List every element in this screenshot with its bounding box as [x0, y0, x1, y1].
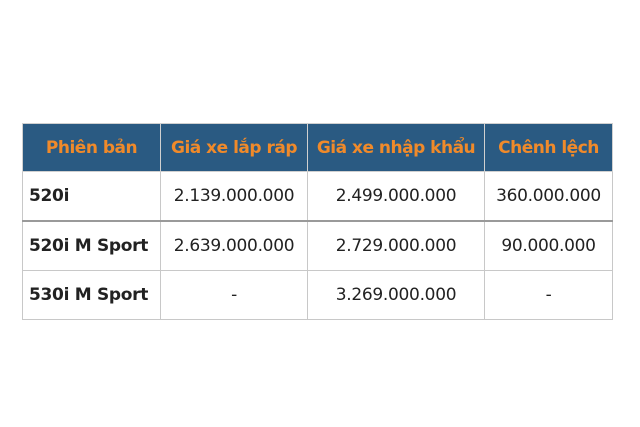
price-comparison-table: Phiên bản Giá xe lắp ráp Giá xe nhập khẩ… — [22, 123, 613, 320]
header-difference: Chênh lệch — [484, 123, 613, 172]
cell-assembled-price: - — [160, 270, 308, 320]
cell-version: 530i M Sport — [22, 270, 161, 320]
table-row: 530i M Sport - 3.269.000.000 - — [22, 270, 613, 320]
cell-difference: 360.000.000 — [484, 171, 613, 222]
cell-imported-price: 2.729.000.000 — [307, 220, 485, 271]
cell-difference: - — [484, 270, 613, 320]
header-version: Phiên bản — [22, 123, 161, 172]
header-row: Phiên bản Giá xe lắp ráp Giá xe nhập khẩ… — [22, 123, 613, 172]
header-imported-price: Giá xe nhập khẩu — [307, 123, 485, 172]
cell-assembled-price: 2.139.000.000 — [160, 171, 308, 222]
cell-imported-price: 2.499.000.000 — [307, 171, 485, 222]
table-row: 520i M Sport 2.639.000.000 2.729.000.000… — [22, 220, 613, 271]
cell-assembled-price: 2.639.000.000 — [160, 220, 308, 271]
table-row: 520i 2.139.000.000 2.499.000.000 360.000… — [22, 171, 613, 222]
cell-version: 520i — [22, 171, 161, 222]
cell-difference: 90.000.000 — [484, 220, 613, 271]
cell-imported-price: 3.269.000.000 — [307, 270, 485, 320]
header-assembled-price: Giá xe lắp ráp — [160, 123, 308, 172]
cell-version: 520i M Sport — [22, 220, 161, 271]
